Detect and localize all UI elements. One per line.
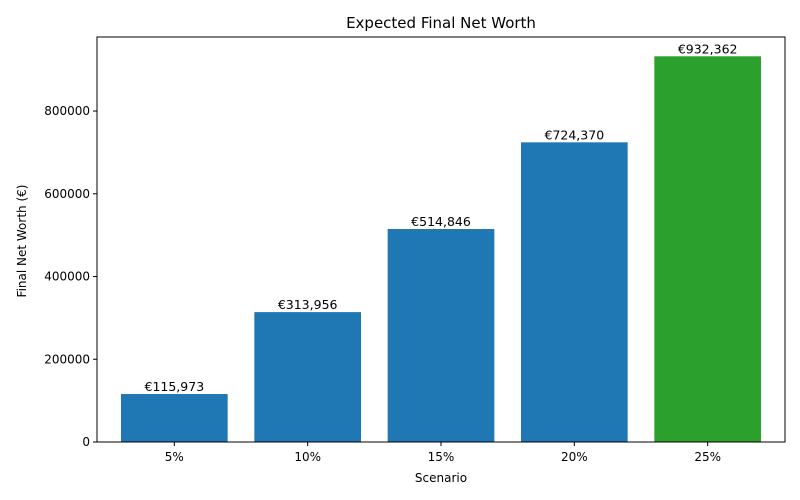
bar-value-label: €724,370 — [545, 127, 605, 142]
bar-value-label: €932,362 — [678, 41, 738, 56]
x-tick-label: 20% — [561, 450, 588, 464]
y-tick-label: 400000 — [44, 270, 90, 284]
bar-value-label: €514,846 — [411, 214, 471, 229]
x-tick-label: 25% — [694, 450, 721, 464]
bars-group — [121, 56, 761, 442]
bar-labels-group: €115,973 €313,956 €514,846 €724,370 €932,362 — [145, 41, 738, 394]
x-axis-ticks: 5% 10% 15% 20% 25% — [165, 442, 721, 464]
y-axis-ticks: 0 200000 400000 600000 800000 — [44, 104, 97, 449]
bar-20pct — [521, 142, 628, 442]
y-tick-label: 600000 — [44, 187, 90, 201]
x-tick-label: 15% — [428, 450, 455, 464]
y-tick-label: 200000 — [44, 352, 90, 366]
plot-area: €115,973 €313,956 €514,846 €724,370 €932,362… — [44, 36, 786, 464]
axes-frame — [96, 36, 786, 443]
bar-5pct — [121, 394, 228, 442]
y-tick-label: 0 — [82, 435, 90, 449]
y-tick-label: 800000 — [44, 104, 90, 118]
x-tick-label: 5% — [165, 450, 184, 464]
x-axis-label: Scenario — [415, 471, 467, 485]
bar-25pct — [654, 56, 761, 442]
bar-value-label: €313,956 — [278, 297, 338, 312]
y-axis-label: Final Net Worth (€) — [15, 185, 29, 298]
chart-title: Expected Final Net Worth — [346, 14, 536, 32]
bar-10pct — [254, 312, 361, 442]
bar-value-label: €115,973 — [145, 379, 205, 394]
x-tick-label: 10% — [294, 450, 321, 464]
bar-15pct — [387, 229, 495, 442]
